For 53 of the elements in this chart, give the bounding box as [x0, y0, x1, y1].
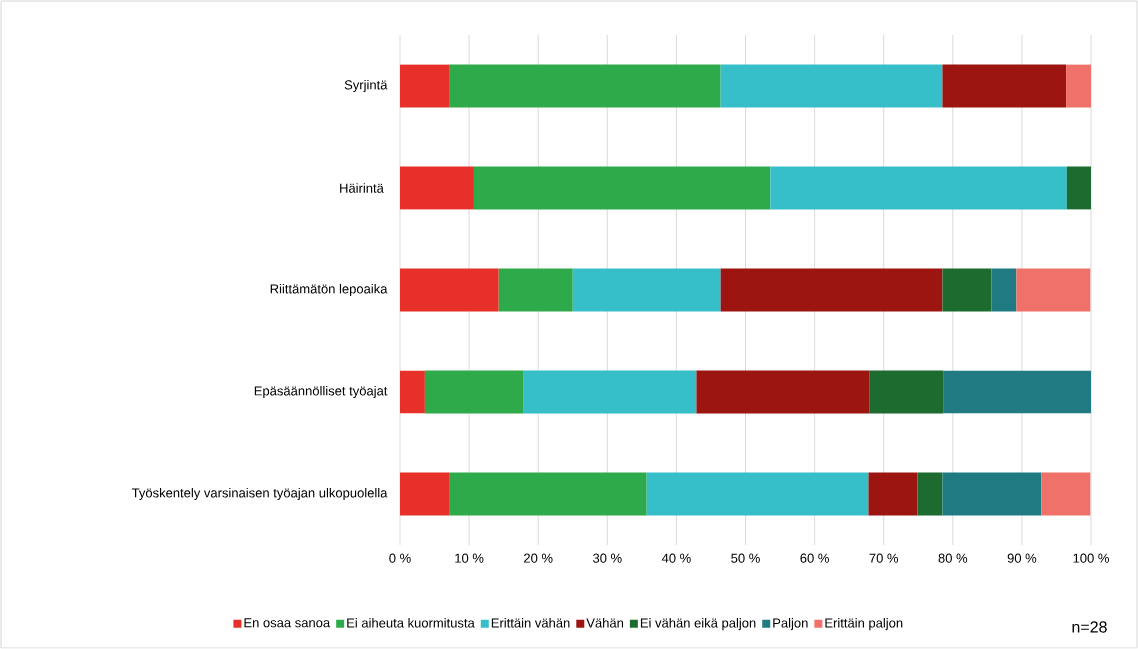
bar [498, 268, 573, 312]
bar [943, 370, 1092, 414]
x-tick-label: 40 % [661, 553, 691, 563]
x-tick-label: 60 % [800, 553, 829, 563]
bar [770, 166, 1067, 210]
bar [424, 370, 524, 414]
bar [646, 472, 869, 516]
x-tick-label: 70 % [869, 553, 899, 563]
legend-label: En osaa sanoa [244, 618, 331, 628]
text: n=28 [1072, 621, 1107, 633]
bar [1041, 472, 1091, 516]
bar [473, 166, 771, 210]
x-tick-label: 0 % [389, 553, 411, 563]
bar [720, 268, 943, 312]
x-tick-label: 10 % [455, 553, 484, 563]
y-tick-label: Häirintä [340, 183, 384, 193]
bar [449, 64, 721, 108]
bar [1066, 64, 1092, 108]
y-tick-label: Epäsäännölliset työajat [254, 385, 388, 399]
legend-label: Ei vähän eikä paljon [640, 618, 756, 631]
bar [696, 370, 870, 414]
y-tick-label: Riittämätön lepoaika [270, 283, 388, 297]
bar [869, 370, 944, 414]
x-tick-label: 90 % [1007, 553, 1037, 563]
y-tick-label: Syrjintä [344, 79, 388, 93]
bar [400, 166, 474, 210]
bar [572, 268, 721, 312]
legend-label: Erittäin vähän [491, 618, 570, 628]
x-tick-label: 80 % [938, 553, 968, 563]
legend-label: Ei aiheuta kuormitusta [347, 618, 475, 628]
x-tick-label: 20 % [524, 553, 553, 563]
bar [449, 472, 647, 516]
legend-label: Paljon [773, 618, 808, 631]
bar [400, 268, 499, 312]
bar [942, 472, 1042, 516]
bar [400, 370, 425, 414]
bar [400, 64, 450, 108]
bar [1066, 166, 1092, 210]
bar [1016, 268, 1091, 312]
bar [868, 472, 918, 516]
bar [523, 370, 697, 414]
bar [942, 268, 992, 312]
bar [991, 268, 1017, 312]
bar [720, 64, 943, 108]
x-tick-label: 100 % [1073, 553, 1109, 563]
y-tick-label: Työskentely varsinaisen työajan ulkopuolella [131, 487, 388, 501]
bar [942, 64, 1067, 108]
x-tick-label: 30 % [592, 553, 622, 563]
bar [400, 472, 450, 516]
x-tick-label: 50 % [731, 553, 760, 563]
legend-label: Erittäin paljon [825, 618, 903, 631]
legend-label: Vähän [586, 618, 624, 628]
bar [917, 472, 943, 516]
